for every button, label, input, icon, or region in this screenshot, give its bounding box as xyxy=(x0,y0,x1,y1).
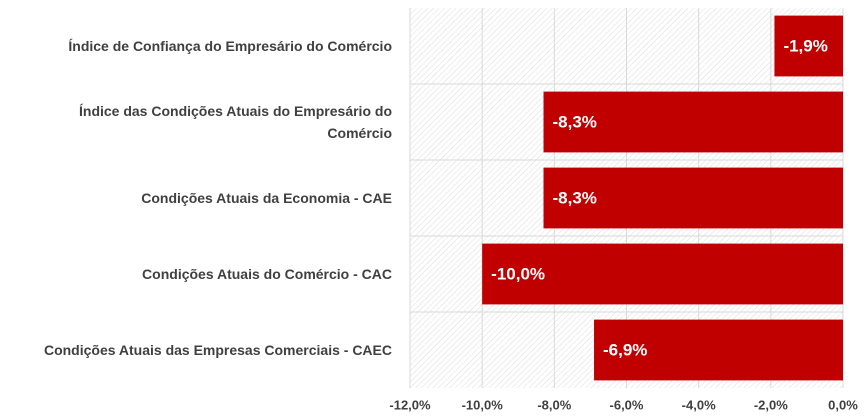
category-label-box: Condições Atuais da Economia - CAE xyxy=(0,160,392,236)
bar xyxy=(774,15,843,77)
x-tick-label: -10,0% xyxy=(462,397,504,412)
category-label-box: Condições Atuais das Empresas Comerciais… xyxy=(0,312,392,388)
y-tick-label: Condições Atuais das Empresas Comerciais… xyxy=(43,342,392,358)
data-label: -8,3% xyxy=(553,112,597,131)
data-label: -8,3% xyxy=(553,188,597,207)
data-label: -1,9% xyxy=(783,36,827,55)
category-label-box: Índice de Confiança do Empresário do Com… xyxy=(0,8,392,84)
y-tick-label: Índice de Confiança do Empresário do Com… xyxy=(68,38,392,54)
data-label: -10,0% xyxy=(491,264,545,283)
bar xyxy=(482,243,843,305)
x-tick-label: 0,0% xyxy=(828,397,858,412)
bar xyxy=(594,319,843,381)
bar xyxy=(543,91,843,153)
bar xyxy=(543,167,843,229)
x-tick-label: -12,0% xyxy=(389,397,431,412)
x-tick-label: -8,0% xyxy=(537,397,571,412)
x-tick-label: -2,0% xyxy=(754,397,788,412)
x-tick-label: -6,0% xyxy=(610,397,644,412)
y-tick-label: Condições Atuais do Comércio - CAC xyxy=(142,266,392,282)
data-label: -6,9% xyxy=(603,340,647,359)
category-label-box: Condições Atuais do Comércio - CAC xyxy=(0,236,392,312)
x-tick-label: -4,0% xyxy=(682,397,716,412)
y-tick-label: Condições Atuais da Economia - CAE xyxy=(141,190,392,206)
category-label-box: Índice das Condições Atuais do Empresári… xyxy=(0,84,392,160)
y-tick-label: Índice das Condições Atuais do Empresári… xyxy=(79,103,392,141)
